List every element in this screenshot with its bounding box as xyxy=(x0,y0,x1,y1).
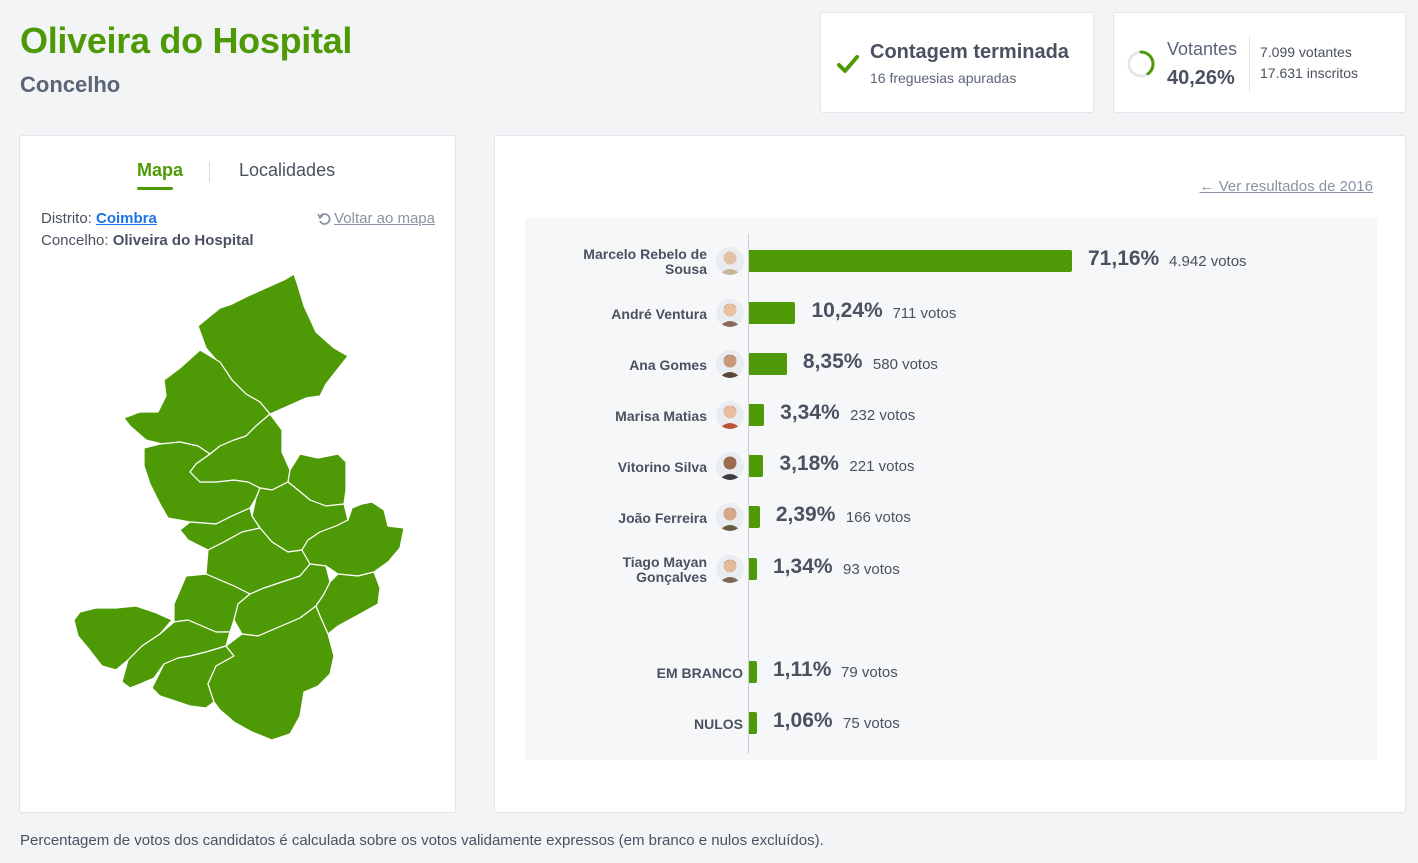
candidate-avatar xyxy=(716,350,744,378)
candidate-name-line: André Ventura xyxy=(611,306,707,322)
district-row: Distrito: Coimbra xyxy=(41,210,157,227)
result-percent: 10,24% xyxy=(811,299,883,322)
result-bar xyxy=(749,506,760,528)
candidate-avatar xyxy=(716,503,744,531)
previous-results-link[interactable]: ← Ver resultados de 2016 xyxy=(1200,178,1373,195)
result-bar xyxy=(749,712,757,734)
check-icon xyxy=(837,55,859,73)
council-map[interactable] xyxy=(20,136,457,814)
district-label: Distrito: xyxy=(41,210,92,227)
candidate-row: André Ventura 10,24% 711 votos xyxy=(495,293,1405,333)
candidate-row: Tiago Mayan Gonçalves 1,34% 93 votos xyxy=(495,549,1405,589)
result-votes: 232 votos xyxy=(850,407,916,424)
result-votes: 580 votos xyxy=(872,356,938,373)
candidate-avatar xyxy=(716,401,744,429)
candidate-avatar xyxy=(716,452,744,480)
count-status-subtitle: 16 freguesias apuradas xyxy=(870,70,1017,86)
candidate-row: Marisa Matias 3,34% 232 votos xyxy=(495,395,1405,435)
page-subtitle: Concelho xyxy=(20,72,121,97)
result-bar xyxy=(749,455,764,477)
turnout-ring-icon xyxy=(1127,50,1155,78)
candidate-name: Tiago Mayan Gonçalves xyxy=(622,555,707,585)
footnote: Percentagem de votos dos candidatos é ca… xyxy=(20,832,824,849)
result-bar xyxy=(749,661,757,683)
candidate-avatar xyxy=(716,299,744,327)
registered-count: 17.631 inscritos xyxy=(1260,65,1359,81)
voters-percent: 40,26% xyxy=(1167,67,1235,89)
result-percent: 3,18% xyxy=(779,452,839,475)
candidate-name-line: Sousa xyxy=(664,261,707,277)
result-votes: 4.942 votos xyxy=(1169,253,1247,270)
candidate-name-line: João Ferreira xyxy=(618,510,707,526)
candidate-name: Marcelo Rebelo de Sousa xyxy=(583,247,707,277)
voters-count: 7.099 votantes xyxy=(1260,44,1352,60)
divider xyxy=(1249,35,1250,93)
result-votes: 79 votos xyxy=(841,664,898,681)
results-panel: ← Ver resultados de 2016 Marcelo Rebelo … xyxy=(494,135,1406,813)
candidate-avatar xyxy=(716,247,744,275)
candidate-name-line: Gonçalves xyxy=(636,569,707,585)
candidate-name-line: Marcelo Rebelo de xyxy=(583,246,707,262)
tab-active-indicator xyxy=(137,187,173,190)
candidate-name-line: Vitorino Silva xyxy=(617,459,707,475)
result-percent: 1,11% xyxy=(773,658,832,681)
result-percent: 2,39% xyxy=(775,503,836,526)
other-result-name: EM BRANCO xyxy=(656,665,743,681)
candidate-name: João Ferreira xyxy=(618,511,707,526)
results-chart xyxy=(525,218,1377,760)
result-percent: 8,35% xyxy=(802,350,863,373)
result-bar xyxy=(749,250,1072,272)
back-to-map-link[interactable]: Voltar ao mapa xyxy=(317,210,435,227)
candidate-name: Ana Gomes xyxy=(629,358,707,373)
arrow-left-icon: ← xyxy=(1199,178,1215,195)
voters-card: Votantes 40,26% 7.099 votantes 17.631 in… xyxy=(1113,12,1406,113)
candidate-avatar xyxy=(716,555,744,583)
result-votes: 75 votos xyxy=(843,715,900,732)
result-votes: 221 votos xyxy=(849,458,915,475)
other-result-name: NULOS xyxy=(694,716,743,732)
council-row: Concelho: Oliveira do Hospital xyxy=(41,232,254,249)
result-votes: 166 votos xyxy=(845,509,911,526)
result-votes: 711 votos xyxy=(892,305,957,322)
result-percent: 3,34% xyxy=(780,401,840,424)
other-result-row: NULOS 1,06% 75 votos xyxy=(495,703,1405,743)
district-link[interactable]: Coimbra xyxy=(96,210,157,227)
parish-region[interactable] xyxy=(207,605,335,741)
candidate-name: André Ventura xyxy=(611,307,707,322)
result-bar xyxy=(749,404,765,426)
candidate-row: João Ferreira 2,39% 166 votos xyxy=(495,497,1405,537)
candidate-row: Vitorino Silva 3,18% 221 votos xyxy=(495,446,1405,486)
council-label: Concelho: xyxy=(41,232,109,249)
map-panel: Mapa Localidades Distrito: Coimbra Conce… xyxy=(19,135,456,813)
candidate-row: Ana Gomes 8,35% 580 votos xyxy=(495,344,1405,384)
result-bar xyxy=(749,302,796,324)
result-percent: 1,06% xyxy=(773,709,833,732)
tab-map[interactable]: Mapa xyxy=(137,160,184,180)
tab-divider xyxy=(209,162,210,182)
previous-results-label: Ver resultados de 2016 xyxy=(1218,178,1373,195)
map-tabs: Mapa Localidades xyxy=(20,160,455,194)
voters-label: Votantes xyxy=(1167,39,1238,59)
result-percent: 1,34% xyxy=(773,555,833,578)
tab-localities[interactable]: Localidades xyxy=(239,160,336,180)
other-result-row: EM BRANCO 1,11% 79 votos xyxy=(495,652,1405,692)
count-status-card: Contagem terminada 16 freguesias apurada… xyxy=(820,12,1094,113)
candidate-name-line: Ana Gomes xyxy=(629,357,707,373)
candidate-row: Marcelo Rebelo de Sousa 71,16% 4.942 votos xyxy=(495,241,1405,281)
candidate-name-line: Marisa Matias xyxy=(615,408,707,424)
result-votes: 93 votos xyxy=(843,561,900,578)
chart-axis xyxy=(748,234,749,754)
page-title: Oliveira do Hospital xyxy=(20,20,353,61)
undo-icon xyxy=(317,212,331,225)
candidate-name-line: Tiago Mayan xyxy=(622,554,707,570)
result-percent: 71,16% xyxy=(1088,247,1160,270)
candidate-name: Vitorino Silva xyxy=(618,460,707,475)
result-bar xyxy=(749,558,757,580)
candidate-name: Marisa Matias xyxy=(615,409,707,424)
result-bar xyxy=(749,353,787,375)
count-status-title: Contagem terminada xyxy=(870,41,1069,63)
back-to-map-label: Voltar ao mapa xyxy=(334,210,435,227)
council-value: Oliveira do Hospital xyxy=(112,232,254,249)
